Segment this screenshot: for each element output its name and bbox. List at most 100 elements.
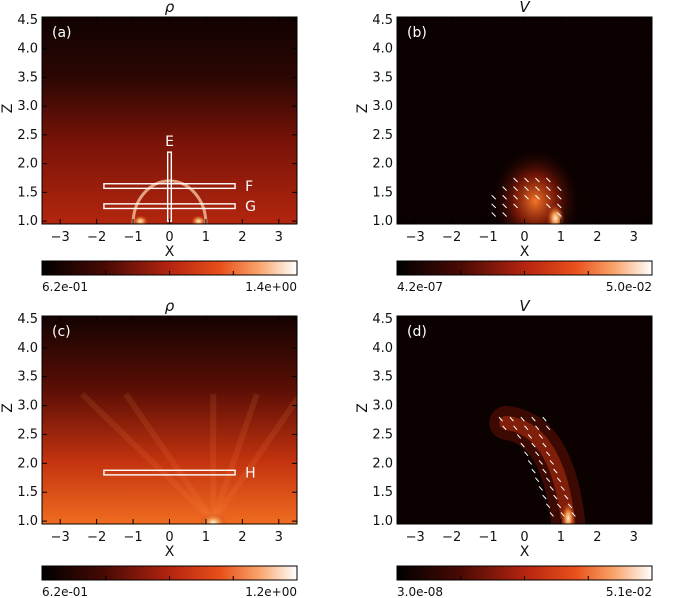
- region-label-F: F: [245, 179, 253, 195]
- velocity-vector: [546, 203, 551, 209]
- x-tick-label: 2: [238, 530, 246, 545]
- x-tick-label: −1: [123, 530, 142, 545]
- x-tick-label: 1: [557, 530, 565, 545]
- velocity-hotspot: [546, 204, 565, 224]
- density-ray: [79, 391, 216, 524]
- velocity-vector: [545, 503, 551, 509]
- velocity-vector: [535, 451, 540, 457]
- y-axis-label: Z: [355, 403, 371, 413]
- region-box-G: [103, 203, 236, 210]
- x-tick-label: −3: [406, 230, 425, 245]
- heatmap-image: [42, 316, 297, 524]
- x-tick-label: −2: [87, 530, 106, 545]
- velocity-vector: [560, 512, 565, 517]
- y-tick-label: 2.0: [17, 157, 38, 172]
- x-tick-label: 2: [593, 530, 601, 545]
- y-tick-label: 1.5: [17, 185, 38, 200]
- velocity-vector: [524, 194, 529, 200]
- panel-a: E FG −3 −2 −1 0 1 2 3 1.0 1.5 2.0 2.5 3.0 3.5 4.0 4.5 X Zρ…: [0, 0, 298, 294]
- velocity-vector: [556, 477, 562, 483]
- velocity-background: [397, 316, 652, 524]
- velocity-vector: [549, 512, 554, 517]
- panel-label: (c): [52, 324, 71, 340]
- x-tick-label: 3: [275, 530, 283, 545]
- y-tick-label: 1.5: [372, 185, 393, 200]
- x-tick-label: −1: [478, 530, 497, 545]
- x-tick-label: −2: [442, 530, 461, 545]
- velocity-vector: [546, 177, 551, 183]
- panel-title: ρ: [165, 297, 175, 315]
- region-box-F: [103, 183, 236, 190]
- colorbar-min-label: 4.2e-07: [397, 280, 443, 294]
- velocity-vector: [520, 442, 525, 448]
- panel-c: H −3 −2 −1 0 1 2 3 1.0 1.5 2.0 2.5 3.0 3.5 4.0 4.5 X Zρ (c…: [0, 297, 298, 598]
- velocity-vector: [502, 212, 507, 217]
- velocity-vector: [553, 494, 558, 500]
- velocity-vector: [524, 425, 529, 431]
- x-tick-label: 0: [165, 530, 173, 545]
- panel-title: V: [519, 297, 531, 315]
- y-tick-label: 1.0: [17, 514, 38, 529]
- panel-b: −3 −2 −1 0 1 2 3 1.0 1.5 2.0 2.5 3.0 3.5 4.0 4.5 X Z V (b)…: [355, 0, 653, 294]
- y-tick-label: 1.0: [17, 214, 38, 229]
- velocity-vector: [527, 460, 533, 465]
- velocity-vector: [545, 477, 551, 483]
- y-tick-label: 2.5: [17, 128, 38, 143]
- y-tick-label: 4.5: [17, 312, 38, 327]
- velocity-vector: [556, 203, 562, 209]
- x-tick-label: 2: [238, 230, 246, 245]
- x-tick-label: 1: [557, 230, 565, 245]
- velocity-vector: [535, 425, 540, 431]
- x-tick-label: 0: [520, 530, 528, 545]
- panel-d: −3 −2 −1 0 1 2 3 1.0 1.5 2.0 2.5 3.0 3.5 4.0 4.5 X Z V (d)…: [355, 297, 653, 598]
- x-tick-label: −1: [123, 230, 142, 245]
- y-tick-label: 4.0: [17, 341, 38, 356]
- density-footpoint: [190, 215, 207, 224]
- velocity-vector: [535, 177, 540, 183]
- x-axis-label: X: [520, 244, 530, 260]
- velocity-vector: [502, 186, 507, 191]
- velocity-vector: [516, 434, 522, 439]
- y-tick-label: 4.5: [17, 13, 38, 28]
- density-ray: [210, 394, 297, 523]
- velocity-vector: [535, 477, 540, 483]
- velocity-vector: [556, 194, 562, 200]
- y-tick-label: 2.5: [372, 128, 393, 143]
- y-tick-label: 4.5: [372, 13, 393, 28]
- velocity-vector: [491, 194, 497, 200]
- velocity-vector: [491, 203, 497, 209]
- y-tick-label: 3.5: [17, 70, 38, 85]
- x-axis-label: X: [165, 244, 175, 260]
- velocity-vector: [549, 460, 554, 465]
- x-tick-label: −2: [87, 230, 106, 245]
- x-tick-label: 2: [593, 230, 601, 245]
- density-footpoint: [199, 513, 228, 524]
- region-label-H: H: [245, 466, 256, 482]
- x-tick-label: 1: [202, 230, 210, 245]
- y-axis-label: Z: [0, 403, 16, 413]
- x-axis-label: X: [165, 544, 175, 560]
- x-tick-label: −1: [478, 230, 497, 245]
- density-arch-rim: [131, 179, 208, 224]
- y-tick-label: 1.0: [372, 514, 393, 529]
- density-footpoint: [132, 215, 149, 224]
- velocity-vector: [520, 416, 525, 422]
- velocity-vector: [545, 451, 551, 457]
- y-tick-label: 3.5: [17, 370, 38, 385]
- colorbar-min-label: 3.0e-08: [397, 585, 443, 598]
- x-axis-label: X: [520, 544, 530, 560]
- y-tick-label: 3.5: [372, 70, 393, 85]
- velocity-vector: [524, 186, 529, 191]
- velocity-vector: [556, 503, 562, 509]
- velocity-vector: [498, 416, 503, 422]
- velocity-vector: [513, 186, 518, 191]
- panel-label: (a): [52, 25, 72, 41]
- x-tick-label: 3: [630, 530, 638, 545]
- y-tick-label: 2.5: [17, 427, 38, 442]
- velocity-vector: [531, 442, 536, 448]
- density-ray: [123, 392, 216, 523]
- density-ray: [210, 393, 260, 523]
- velocity-vector: [531, 468, 536, 474]
- velocity-vector: [502, 203, 507, 209]
